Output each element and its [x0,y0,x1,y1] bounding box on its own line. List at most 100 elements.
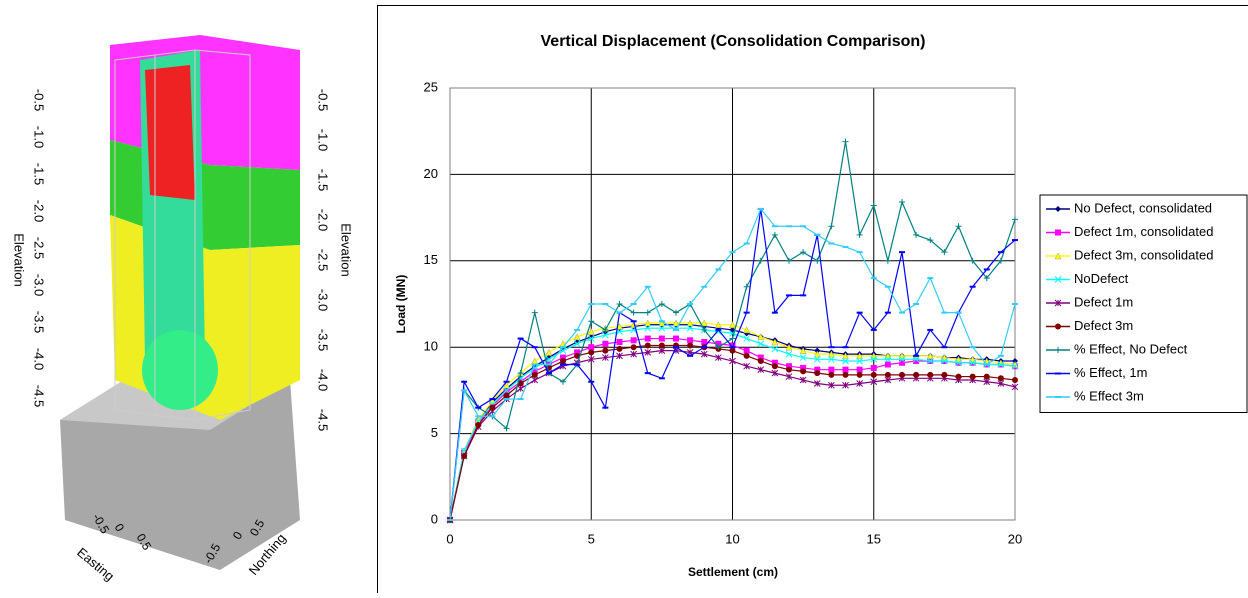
elevation-tick: -2.5 [316,249,331,271]
marker [913,232,919,238]
marker [617,301,623,307]
marker [772,363,778,369]
defect-zone [145,65,195,200]
marker [885,258,891,264]
x-tick-label: 5 [588,531,595,546]
elevation-tick: -2.0 [32,200,47,222]
y-tick-label: 25 [424,79,438,94]
marker [574,334,580,340]
marker [532,358,538,364]
marker [984,374,990,380]
marker [1055,230,1061,236]
elevation-tick: -3.5 [32,311,47,333]
marker [871,372,877,378]
marker [800,368,806,374]
marker [956,374,962,380]
y-axis-label: Load (MN) [394,275,408,334]
legend-label: Defect 3m, consolidated [1074,247,1213,262]
marker [532,372,538,378]
x-tick-label: 0 [446,531,453,546]
marker [843,139,849,145]
marker [744,348,750,354]
marker [673,336,679,342]
y-tick-label: 10 [424,339,438,354]
marker [913,372,919,378]
elevation-tick: -0.5 [32,89,47,111]
marker [730,348,736,354]
marker [828,372,834,378]
x-tick-label: 20 [1008,531,1022,546]
marker [617,339,623,345]
marker [772,232,778,238]
marker [1055,324,1061,330]
elevation-tick: -1.0 [32,126,47,148]
elevation-tick: -4.5 [316,409,331,431]
legend-label: Defect 3m [1074,318,1133,333]
marker [885,372,891,378]
legend-label: No Defect, consolidated [1074,200,1212,215]
y-tick-label: 20 [424,166,438,181]
marker [546,349,552,355]
y-tick-label: 15 [424,252,438,267]
legend-label: % Effect, 1m [1074,365,1147,380]
chart-title: Vertical Displacement (Consolidation Com… [541,33,926,50]
marker [617,346,623,352]
marker [659,342,665,348]
marker [659,301,665,307]
elevation-tick: -3.0 [32,274,47,296]
marker [532,377,538,383]
elevation-tick: -2.5 [32,237,47,259]
elevation-tick: -0.5 [316,89,331,111]
marker [857,367,863,373]
marker [659,336,665,342]
marker [631,310,637,316]
x-axis-label: Settlement (cm) [688,565,778,579]
marker [687,337,693,343]
marker [970,374,976,380]
marker [475,422,481,428]
marker [744,353,750,359]
marker [461,453,467,459]
x-tick-label: 10 [725,531,739,546]
marker [588,344,594,350]
legend-label: Defect 1m, consolidated [1074,224,1213,239]
marker [871,365,877,371]
elevation-tick: -1.5 [316,169,331,191]
marker [744,336,750,342]
elevation-tick: -3.5 [316,329,331,351]
elevation-tick: -4.0 [32,348,47,370]
marker [1012,216,1018,222]
marker [673,310,679,316]
marker [645,310,651,316]
marker [758,358,764,364]
marker [758,341,764,347]
marker [758,258,764,264]
marker [941,372,947,378]
pile-bulb [142,330,218,410]
marker [631,344,637,350]
marker [956,223,962,229]
elevation-tick: -1.5 [32,163,47,185]
marker [602,341,608,347]
legend-label: % Effect 3m [1074,388,1144,403]
marker [588,349,594,355]
marker [1012,377,1018,383]
elevation-label: Elevation [339,223,354,276]
elevation-tick: -1.0 [316,129,331,151]
marker [899,360,905,366]
marker [588,318,594,324]
elevation-label: Elevation [12,233,27,286]
elevation-tick: -4.5 [32,385,47,407]
elevation-tick: -4.0 [316,369,331,391]
marker [687,342,693,348]
elevation-tick: -2.0 [316,209,331,231]
marker [489,405,495,411]
marker [645,342,651,348]
easting-label: Easting [74,545,117,584]
marker [744,284,750,290]
marker [843,372,849,378]
marker [645,336,651,342]
marker [899,372,905,378]
